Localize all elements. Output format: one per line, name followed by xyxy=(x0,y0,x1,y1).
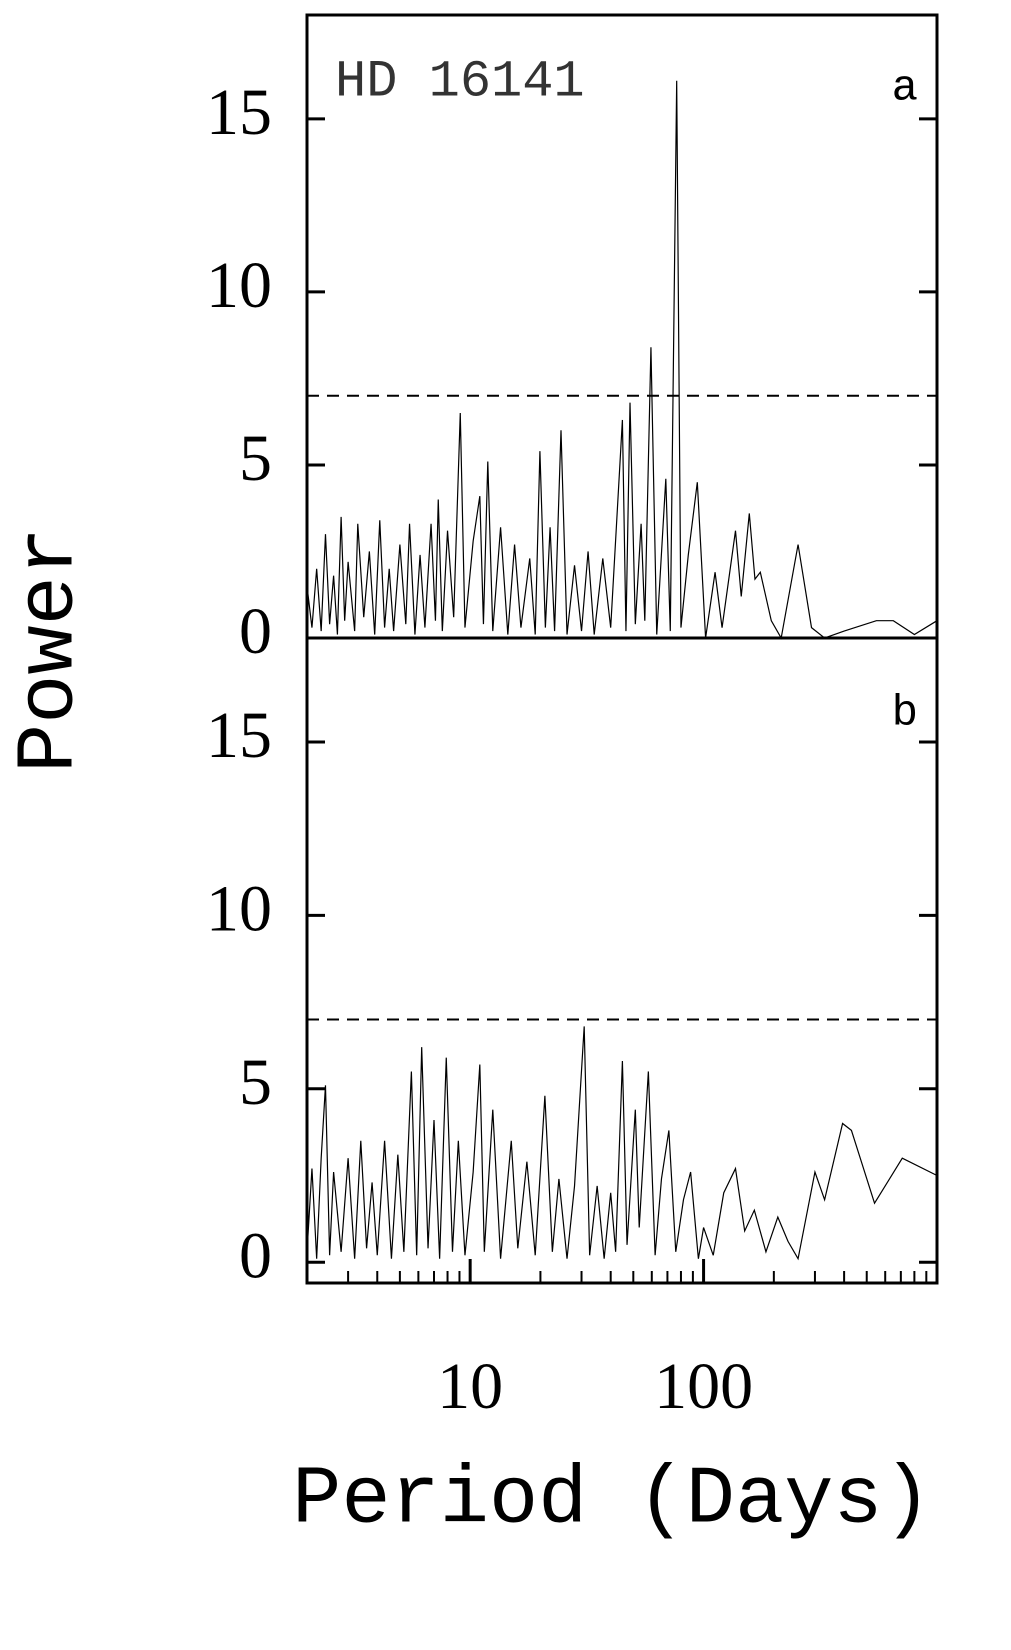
y-tick-label: 5 xyxy=(239,422,272,495)
x-tick-label: 10 xyxy=(437,1350,503,1423)
y-tick-label: 5 xyxy=(239,1046,272,1119)
y-tick-label: 0 xyxy=(239,595,272,668)
x-axis-title: Period (Days) xyxy=(292,1454,932,1547)
power-line xyxy=(306,80,938,640)
panel-label: a xyxy=(892,64,918,114)
y-tick-label: 10 xyxy=(206,873,272,946)
y-tick-label: 10 xyxy=(206,249,272,322)
x-tick-label: 100 xyxy=(654,1350,753,1423)
plot-frame xyxy=(305,636,939,1285)
chart-title: HD 16141 xyxy=(335,53,585,112)
power-line xyxy=(306,1026,938,1261)
panel-label: b xyxy=(892,689,918,739)
y-tick-label: 15 xyxy=(206,699,272,772)
y-tick-label: 0 xyxy=(239,1219,272,1292)
y-axis-title: Power xyxy=(4,527,97,773)
y-tick-label: 15 xyxy=(206,76,272,149)
